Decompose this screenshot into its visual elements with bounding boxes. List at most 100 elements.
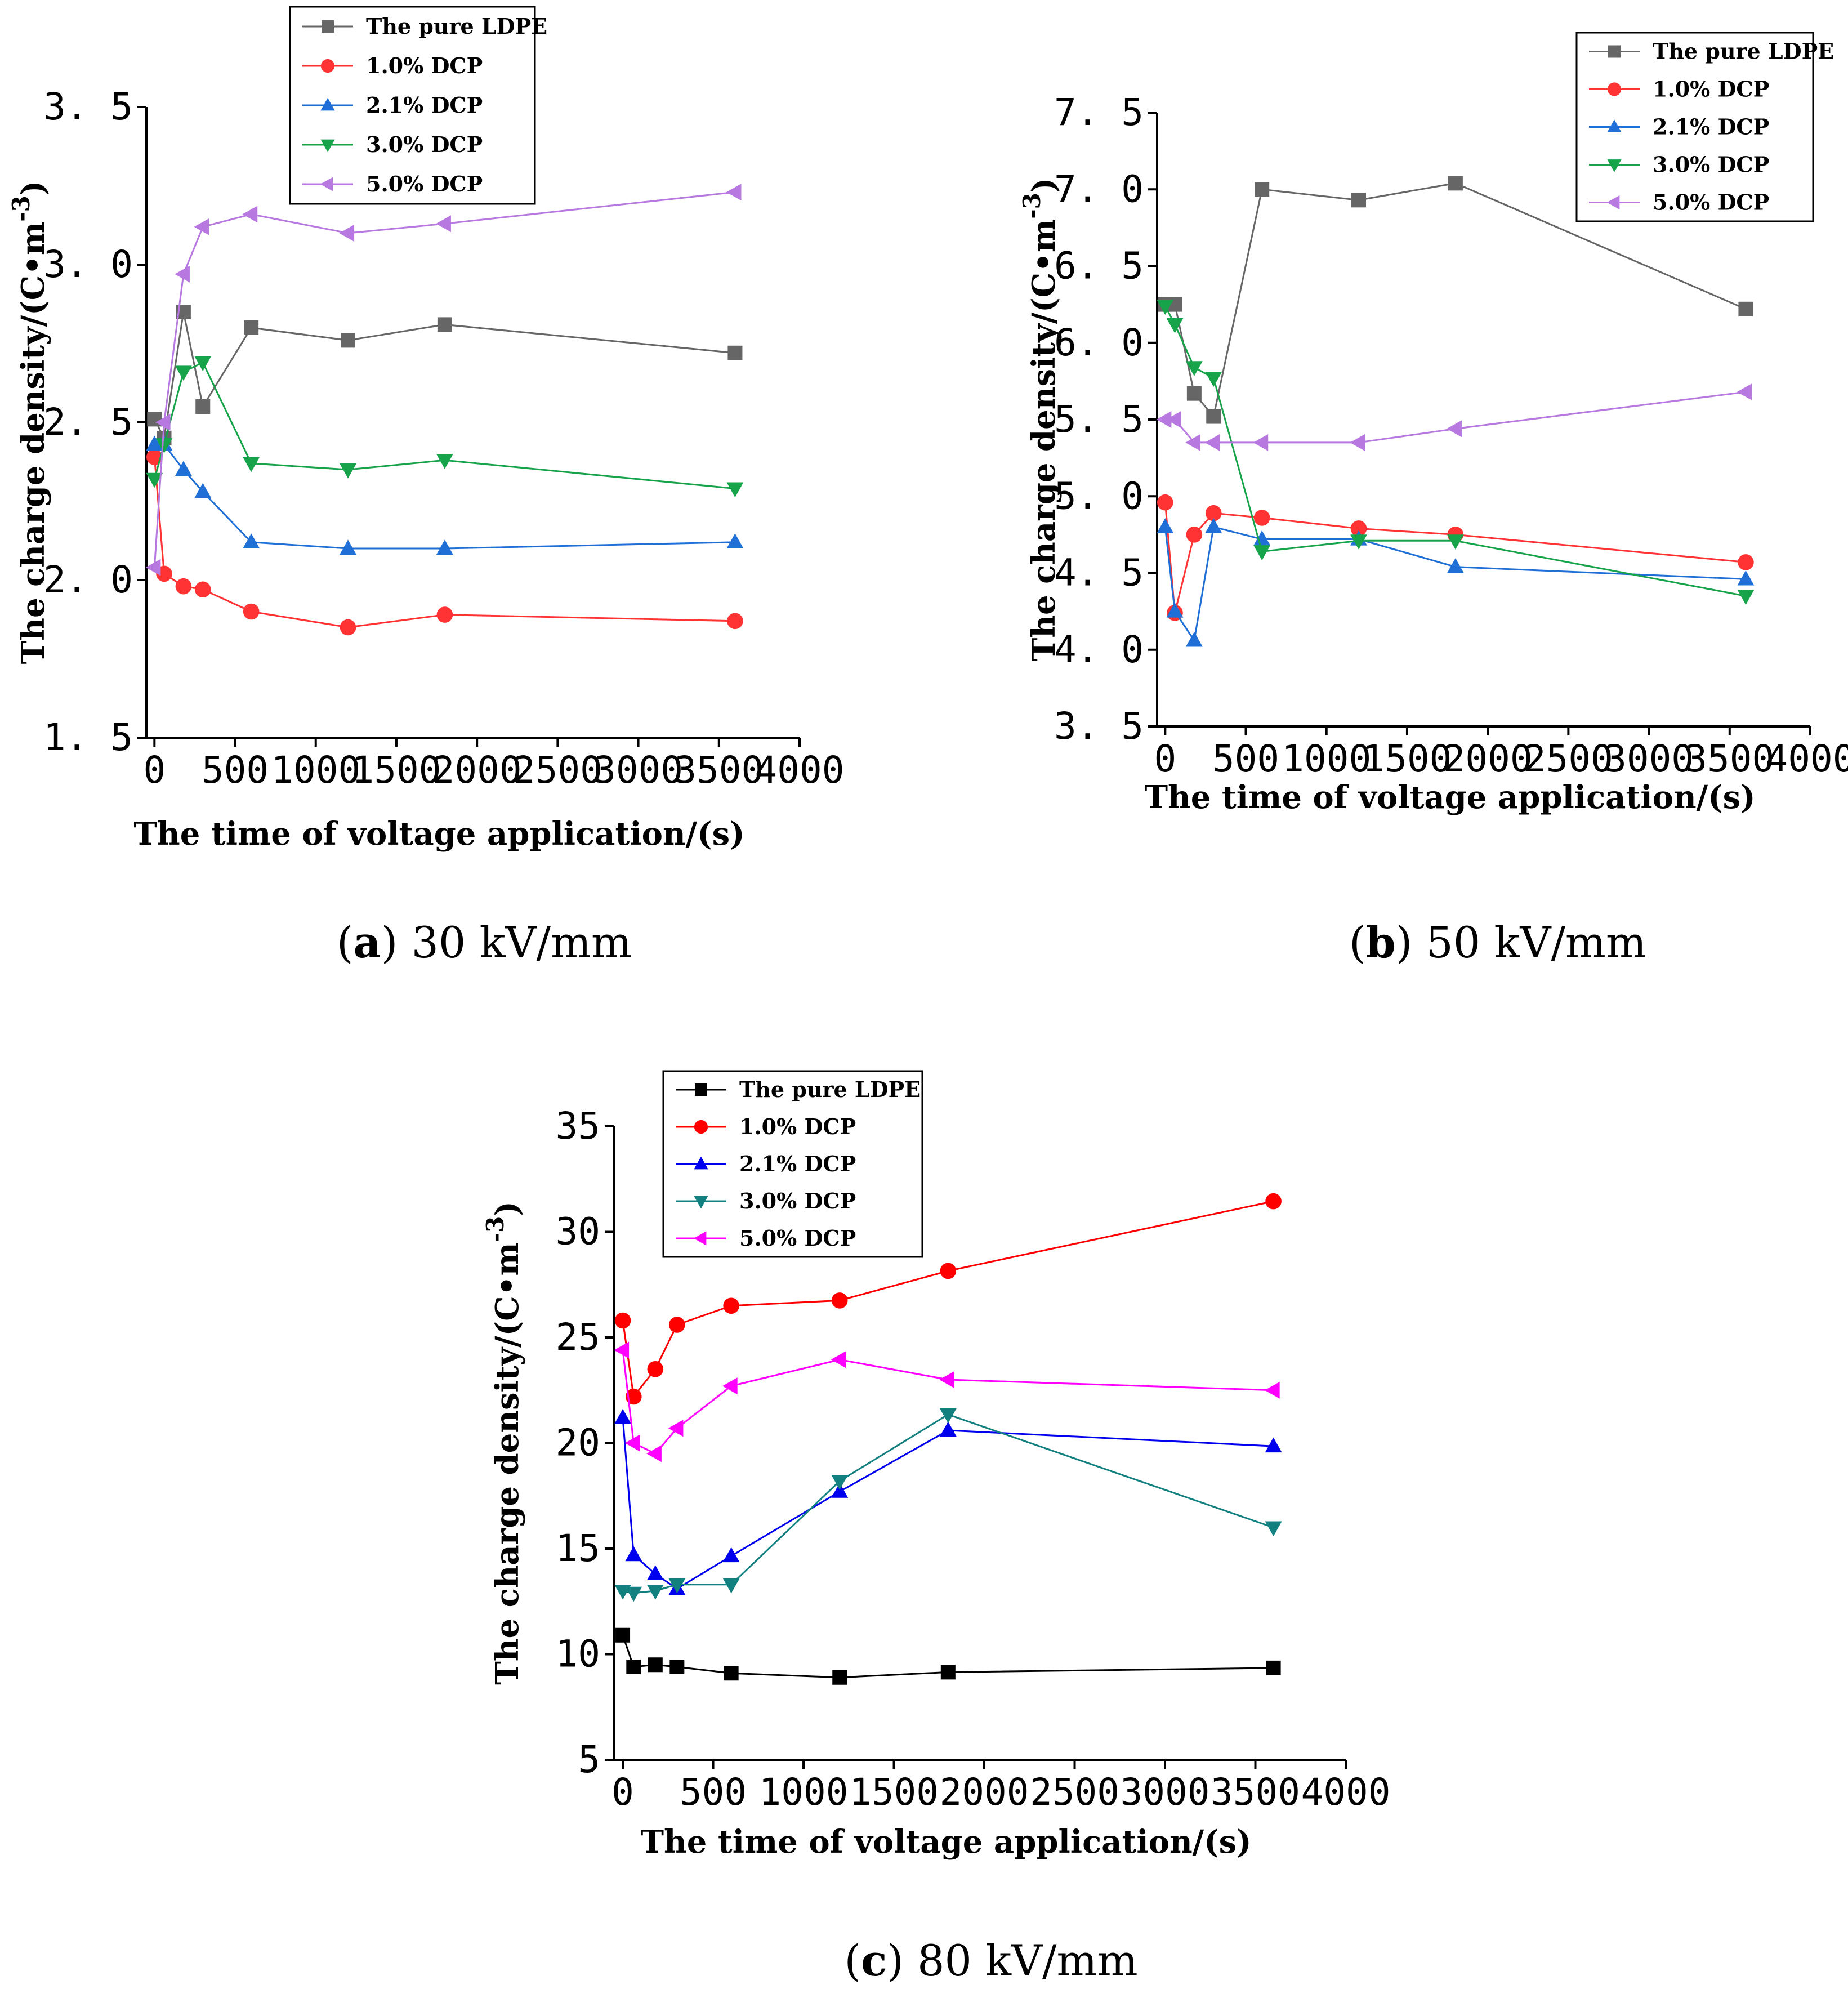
data-point bbox=[436, 215, 451, 233]
data-point bbox=[1265, 1521, 1282, 1537]
data-point bbox=[722, 1578, 740, 1594]
data-point bbox=[647, 1361, 664, 1377]
x-tick-label: 1500 bbox=[1362, 737, 1452, 781]
data-point bbox=[340, 463, 356, 479]
legend-label: 1.0% DCP bbox=[366, 53, 483, 78]
legend-label: 5.0% DCP bbox=[739, 1225, 856, 1251]
data-point bbox=[341, 333, 356, 348]
series-5-0-dcp bbox=[1156, 383, 1752, 451]
x-tick-label: 1000 bbox=[271, 748, 360, 792]
y-tick-label: 30 bbox=[556, 1210, 600, 1254]
data-point bbox=[194, 218, 209, 235]
legend-label: The pure LDPE bbox=[739, 1077, 921, 1102]
data-point bbox=[668, 1420, 684, 1437]
data-point bbox=[146, 472, 163, 488]
data-point bbox=[1205, 505, 1222, 521]
data-point bbox=[726, 533, 744, 548]
data-point bbox=[646, 1565, 664, 1581]
data-point bbox=[1205, 518, 1222, 533]
data-point bbox=[175, 365, 192, 381]
chart-panel-a: 1. 5 2. 0 2. 5 3. 0 3. 5 0 500 1000150020002500… bbox=[7, 6, 844, 967]
series-line bbox=[1164, 305, 1746, 597]
y-tick-label: 2. 5 bbox=[43, 400, 133, 444]
x-tick-label: 500 bbox=[202, 748, 269, 792]
data-point bbox=[831, 1483, 849, 1498]
data-point bbox=[155, 414, 171, 431]
chart-panel-c: 5 10 15 20 25 30 35 0 500 1000 1500 2000 2500 3000 350… bbox=[481, 1070, 1390, 1986]
data-point bbox=[1166, 318, 1184, 333]
series-3-0-dcp bbox=[146, 356, 744, 498]
data-point bbox=[1448, 176, 1463, 191]
y-tick-label: 3. 0 bbox=[43, 243, 133, 286]
legend-label: The pure LDPE bbox=[366, 14, 547, 39]
x-tick-label: 4000 bbox=[1766, 737, 1848, 781]
y-axis-title: The charge density/(C•m-3) bbox=[7, 181, 52, 664]
data-point bbox=[646, 1445, 662, 1462]
data-point bbox=[1253, 434, 1269, 451]
series-line bbox=[1164, 502, 1746, 613]
x-tick-label: 2000 bbox=[432, 748, 522, 792]
y-tick-label: 3. 5 bbox=[1054, 704, 1144, 748]
x-tick-label: 0 bbox=[143, 748, 166, 792]
legend-marker bbox=[695, 1083, 707, 1096]
series-line bbox=[153, 361, 735, 490]
data-point bbox=[614, 1408, 631, 1424]
data-point bbox=[939, 1408, 957, 1424]
data-point bbox=[1156, 411, 1172, 428]
data-point bbox=[1204, 434, 1220, 451]
data-point bbox=[194, 483, 212, 498]
x-axis-title: The time of voltage application/(s) bbox=[133, 815, 744, 853]
data-point bbox=[195, 399, 211, 414]
legend-marker bbox=[694, 1156, 708, 1170]
data-point bbox=[831, 1474, 849, 1490]
legend: The pure LDPE 1.0% DCP 2.1% DCP 3.0% DCP 5.0… bbox=[662, 1070, 923, 1258]
data-point bbox=[723, 1297, 739, 1314]
data-point bbox=[939, 1421, 957, 1437]
y-tick-label: 7. 5 bbox=[1054, 91, 1144, 134]
y-tick-label: 7. 0 bbox=[1054, 167, 1144, 211]
data-point bbox=[669, 1660, 685, 1674]
data-point bbox=[1737, 383, 1752, 400]
x-tick-label: 500 bbox=[680, 1770, 747, 1814]
data-point bbox=[340, 539, 356, 555]
legend-label: 3.0% DCP bbox=[739, 1188, 856, 1214]
data-point bbox=[726, 482, 744, 498]
x-tick-label: 3000 bbox=[1121, 1770, 1210, 1814]
data-point bbox=[625, 1586, 642, 1602]
data-point bbox=[340, 619, 356, 636]
panel-caption: (b) 50 kV/mm bbox=[1349, 917, 1646, 967]
legend-label: 2.1% DCP bbox=[1653, 114, 1769, 140]
data-point bbox=[722, 1377, 738, 1395]
y-axis-title: The charge density/(C•m-3) bbox=[1018, 178, 1063, 662]
legend-label: 1.0% DCP bbox=[739, 1114, 856, 1139]
data-point bbox=[939, 1371, 954, 1388]
x-tick-label: 0 bbox=[1154, 737, 1176, 781]
y-tick-label: 4. 0 bbox=[1054, 628, 1144, 671]
x-tick-label: 3500 bbox=[674, 748, 764, 792]
y-tick-label: 35 bbox=[556, 1104, 600, 1148]
legend-label: 5.0% DCP bbox=[366, 171, 483, 197]
data-point bbox=[940, 1263, 957, 1279]
data-point bbox=[437, 317, 452, 332]
data-point bbox=[1350, 534, 1367, 550]
data-point bbox=[1447, 534, 1464, 550]
data-point bbox=[243, 603, 260, 620]
legend-label: 5.0% DCP bbox=[1653, 190, 1769, 215]
x-tick-label: 3500 bbox=[1685, 737, 1774, 781]
data-point bbox=[614, 1312, 631, 1329]
data-point bbox=[727, 613, 743, 630]
series-line bbox=[153, 191, 735, 568]
data-point bbox=[668, 1578, 686, 1594]
data-point bbox=[648, 1657, 663, 1673]
x-tick-label: 2500 bbox=[1030, 1770, 1119, 1814]
x-tick-label: 2500 bbox=[1524, 737, 1613, 781]
x-axis-title: The time of voltage application/(s) bbox=[640, 1823, 1251, 1861]
data-point bbox=[1447, 558, 1464, 573]
data-point bbox=[726, 184, 742, 201]
data-point bbox=[1186, 527, 1203, 543]
x-tick-label: 500 bbox=[1212, 737, 1279, 781]
x-tick-label: 3000 bbox=[593, 748, 683, 792]
data-point bbox=[626, 1660, 641, 1674]
data-point bbox=[1265, 1193, 1282, 1210]
